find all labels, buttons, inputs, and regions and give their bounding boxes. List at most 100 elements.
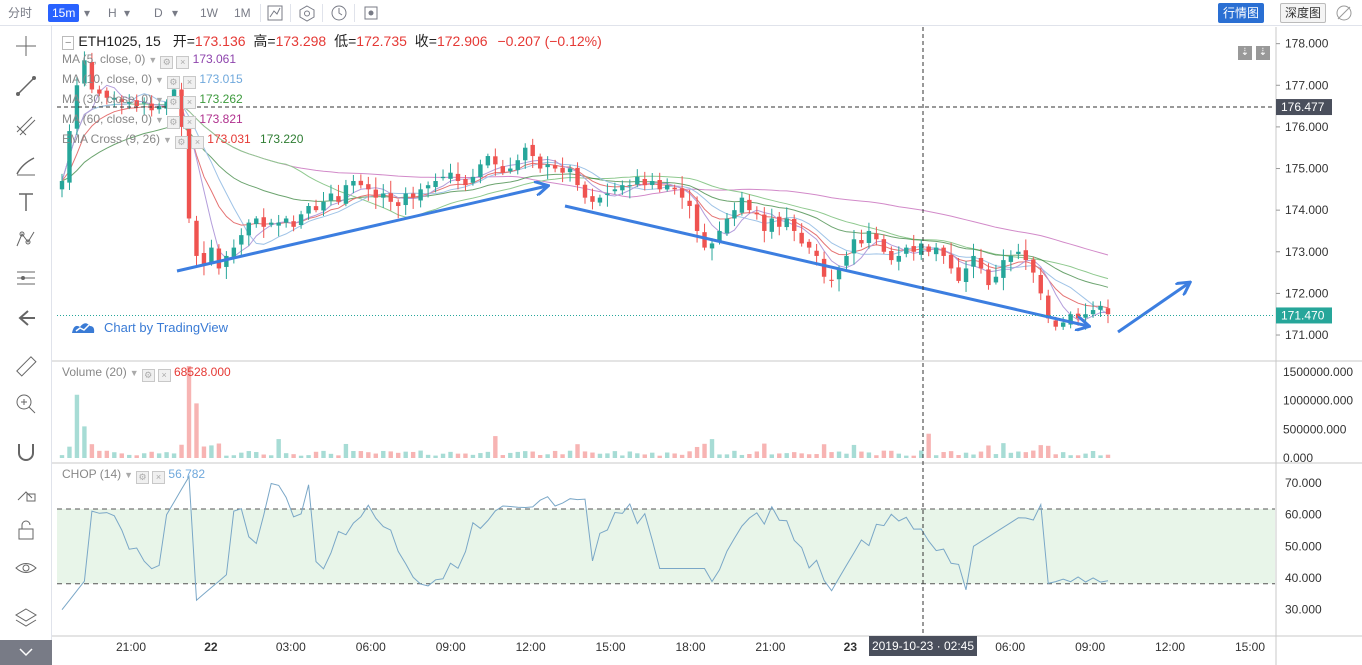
chevron-down-icon[interactable]: ▼ (155, 95, 164, 105)
zoom-in-icon[interactable] (14, 392, 38, 416)
settings-icon[interactable]: ⚙ (136, 471, 150, 484)
trend-line-tool-icon[interactable] (14, 74, 38, 98)
ma10-legend[interactable]: MA (10, close, 0) ▼ ⚙ × 173.015 (62, 72, 243, 89)
chop-legend[interactable]: CHOP (14) ▼ ⚙ × 56.782 (62, 467, 205, 484)
close-icon[interactable]: × (182, 96, 196, 109)
candle-body (313, 206, 319, 211)
chart-type-icon[interactable] (266, 4, 284, 22)
settings-icon[interactable]: ⚙ (174, 136, 188, 149)
chevron-down-icon[interactable]: ▼ (163, 135, 172, 145)
candle-body (410, 193, 416, 198)
clock-icon[interactable] (330, 4, 348, 22)
chop-series-line (61, 475, 1109, 611)
volume-bar (911, 455, 916, 458)
chevron-down-icon[interactable]: ▼ (155, 115, 164, 125)
interval-dropdown-icon[interactable]: ▾ (84, 6, 91, 20)
ruler-tool-icon[interactable] (14, 354, 38, 378)
settings-icon[interactable]: ⚙ (160, 56, 174, 69)
volume-bar (1023, 452, 1029, 458)
candlestick-series (59, 51, 1111, 331)
close-icon[interactable]: × (157, 369, 171, 382)
ohlc-legend: − ETH1025, 15 开=173.136 高=173.298 低=172.… (62, 31, 602, 51)
chevron-down-icon[interactable]: ▼ (129, 368, 139, 378)
chevron-down-icon[interactable]: ▼ (148, 55, 158, 65)
candle-body (291, 221, 296, 227)
high-label: 高= (253, 33, 276, 49)
settings-icon[interactable]: ⚙ (166, 116, 180, 129)
settings-icon[interactable]: ⚙ (166, 76, 180, 89)
brush-tool-icon[interactable] (14, 154, 38, 178)
volume-legend[interactable]: Volume (20) ▼ ⚙ × 68528.000 (62, 365, 231, 382)
chevron-down-icon[interactable]: ▼ (155, 75, 164, 85)
volume-bar (717, 454, 722, 458)
volume-bar (59, 455, 65, 458)
symbol-label[interactable]: ETH1025, 15 (78, 33, 161, 49)
lock-icon[interactable] (14, 518, 38, 542)
candle-body (425, 185, 431, 189)
collapse-legend-icon[interactable]: − (62, 36, 75, 50)
close-icon[interactable]: × (176, 56, 190, 69)
candle-body (141, 101, 147, 104)
chevron-down-icon[interactable]: ▼ (124, 470, 134, 480)
price-tick-label: 176.000 (1285, 120, 1329, 134)
interval-month[interactable]: 1M (234, 6, 251, 20)
trend-arrows[interactable] (176, 186, 1189, 334)
trend-arrow[interactable] (176, 186, 547, 273)
trend-arrow[interactable] (1117, 283, 1189, 334)
scroll-down-icon[interactable]: ⇣ (1238, 46, 1252, 60)
candle-body (799, 232, 804, 244)
ema-cross-legend[interactable]: EMA Cross (9, 26) ▼ ⚙ × 173.031 173.220 (62, 132, 303, 149)
ma60-legend[interactable]: MA (60, close, 0) ▼ ⚙ × 173.821 (62, 112, 243, 129)
candle-body (1090, 310, 1096, 315)
text-tool-icon[interactable] (14, 190, 38, 214)
lock-drawing-icon[interactable] (14, 480, 38, 504)
price-tick-label: 175.000 (1285, 162, 1329, 176)
collapse-sidebar-icon[interactable] (0, 640, 52, 665)
candle-body (993, 276, 999, 283)
ma30-legend[interactable]: MA (30, close, 0) ▼ ⚙ × 173.262 (62, 92, 243, 109)
volume-bar (433, 455, 438, 458)
close-icon[interactable]: × (190, 136, 204, 149)
eye-icon[interactable] (14, 556, 38, 580)
volume-bar (777, 453, 782, 458)
settings-icon[interactable]: ⚙ (141, 369, 155, 382)
scroll-up-icon[interactable]: ⇣ (1256, 46, 1270, 60)
close-icon[interactable]: × (182, 76, 196, 89)
day-dropdown-icon[interactable]: ▾ (172, 6, 179, 20)
interval-hour[interactable]: H (108, 6, 117, 20)
candle-body (829, 279, 834, 281)
pattern-tool-icon[interactable] (14, 228, 38, 252)
indicator-value: 173.015 (199, 72, 243, 86)
depth-chart-button[interactable]: 深度图 (1280, 3, 1327, 23)
prediction-tool-icon[interactable] (14, 266, 38, 290)
time-tick-label: 22 (204, 640, 218, 654)
interval-15m[interactable]: 15m (48, 4, 80, 22)
trend-arrow[interactable] (564, 204, 1088, 326)
close-icon[interactable]: × (182, 116, 196, 129)
interval-week[interactable]: 1W (200, 6, 218, 20)
market-chart-button[interactable]: 行情图 (1218, 3, 1265, 23)
close-icon[interactable]: × (152, 471, 166, 484)
layers-icon[interactable] (14, 606, 38, 630)
volume-bar (784, 453, 789, 458)
fib-tool-icon[interactable] (14, 114, 38, 138)
ma5-legend[interactable]: MA (5, close, 0) ▼ ⚙ × 173.061 (62, 52, 236, 69)
screenshot-icon[interactable] (362, 4, 380, 22)
candle-body (874, 233, 879, 240)
volume-bar (127, 454, 132, 458)
tradingview-watermark[interactable]: Chart by TradingView (70, 318, 228, 336)
indicator-name: Volume (20) (62, 365, 127, 379)
crosshair-tool-icon[interactable] (14, 34, 38, 58)
indicators-icon[interactable] (298, 4, 316, 22)
interval-day[interactable]: D (154, 6, 163, 20)
magnet-icon[interactable] (14, 440, 38, 464)
settings-icon[interactable]: ⚙ (166, 96, 180, 109)
volume-bar (859, 451, 864, 458)
back-arrow-icon[interactable] (14, 306, 38, 330)
candle-body (590, 196, 595, 202)
interval-tick[interactable]: 分时 (8, 6, 33, 20)
hour-dropdown-icon[interactable]: ▾ (124, 6, 131, 20)
candle-body (702, 232, 707, 248)
hide-drawings-icon[interactable] (1334, 3, 1354, 23)
